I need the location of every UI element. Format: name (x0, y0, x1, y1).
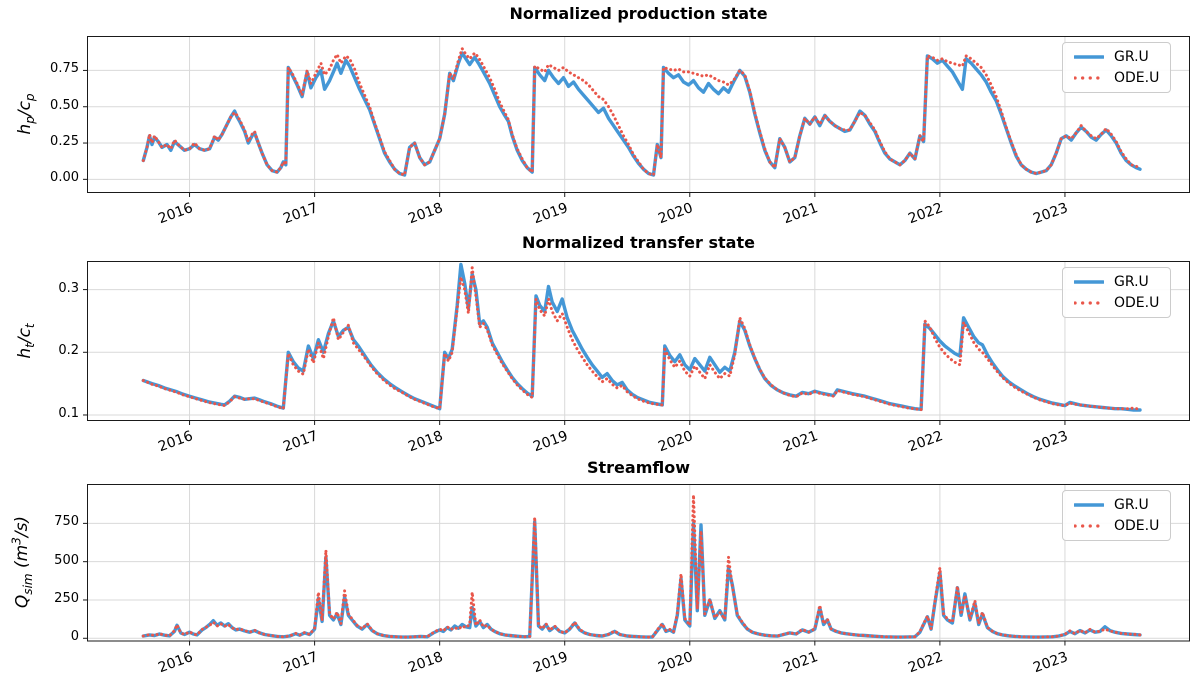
y-tick-label: 500 (54, 552, 79, 568)
y-tick-label: 0.25 (50, 134, 79, 150)
x-tick-label: 2022 (906, 428, 946, 456)
series-ode-u-line (141, 493, 1142, 639)
dotted-line-swatch-icon (1074, 301, 1104, 305)
y-tick-label: 250 (54, 590, 79, 606)
x-tick-label: 2022 (906, 648, 946, 676)
x-tick-label: 2018 (406, 428, 446, 456)
plot-border (87, 36, 1190, 193)
series-gr-u-line (141, 520, 1142, 639)
y-tick-label: 750 (54, 514, 79, 530)
chart-title-production: Normalized production state (509, 4, 768, 23)
y-tick-label: 0.2 (58, 343, 79, 359)
x-tick-label: 2020 (656, 648, 696, 676)
dotted-line-swatch-icon (1074, 76, 1104, 80)
x-tick-label: 2017 (281, 648, 321, 676)
x-tick-label: 2017 (281, 428, 321, 456)
x-tick-label: 2018 (406, 648, 446, 676)
y-tick-label: 0.00 (50, 170, 79, 186)
x-tick-label: 2021 (781, 200, 821, 228)
plot-area-production (83, 36, 1190, 197)
plot-canvas (83, 36, 1190, 197)
x-tick-label: 2017 (281, 200, 321, 228)
legend-item: GR.U (1074, 498, 1159, 512)
x-tick-label: 2019 (531, 428, 571, 456)
plot-border (87, 484, 1190, 642)
x-tick-label: 2021 (781, 648, 821, 676)
x-tick-label: 2023 (1031, 648, 1071, 676)
legend-label: GR.U (1114, 49, 1149, 65)
solid-line-swatch-icon (1074, 55, 1104, 59)
y-tick-label: 0.3 (58, 280, 79, 296)
legend-label: ODE.U (1114, 70, 1160, 86)
plot-area-transfer (83, 261, 1190, 425)
series-gr-u-line (141, 51, 1142, 177)
legend-label: ODE.U (1114, 518, 1160, 534)
chart-title-transfer: Normalized transfer state (522, 233, 755, 252)
plot-border (87, 261, 1190, 421)
legend-label: GR.U (1114, 497, 1149, 513)
y-tick-label: 0 (70, 629, 79, 645)
legend-item: ODE.U (1074, 71, 1159, 85)
x-tick-label: 2016 (156, 428, 196, 456)
series-gr-u-line (141, 262, 1142, 412)
x-tick-label: 2021 (781, 428, 821, 456)
legend: GR.U ODE.U (1062, 490, 1172, 541)
chart-title-streamflow: Streamflow (586, 458, 690, 477)
plot-area-streamflow (83, 484, 1190, 646)
x-tick-label: 2016 (156, 200, 196, 228)
x-tick-label: 2019 (531, 648, 571, 676)
x-tick-label: 2016 (156, 648, 196, 676)
series-ode-u-line (141, 266, 1142, 412)
y-tick-label: 0.50 (50, 97, 79, 113)
plot-canvas (83, 261, 1190, 425)
legend: GR.U ODE.U (1062, 42, 1172, 93)
y-tick-label: 0.1 (58, 405, 79, 421)
legend: GR.U ODE.U (1062, 267, 1172, 318)
x-tick-label: 2018 (406, 200, 446, 228)
legend-item: GR.U (1074, 50, 1159, 64)
series-ode-u-line (141, 47, 1142, 177)
solid-line-swatch-icon (1074, 280, 1104, 284)
legend-label: ODE.U (1114, 295, 1160, 311)
x-tick-label: 2023 (1031, 428, 1071, 456)
plot-canvas (83, 484, 1190, 646)
legend-item: ODE.U (1074, 296, 1159, 310)
x-tick-label: 2022 (906, 200, 946, 228)
dotted-line-swatch-icon (1074, 524, 1104, 528)
x-tick-label: 2023 (1031, 200, 1071, 228)
x-tick-label: 2020 (656, 200, 696, 228)
legend-label: GR.U (1114, 274, 1149, 290)
x-tick-label: 2019 (531, 200, 571, 228)
legend-item: ODE.U (1074, 519, 1159, 533)
x-tick-label: 2020 (656, 428, 696, 456)
legend-item: GR.U (1074, 275, 1159, 289)
solid-line-swatch-icon (1074, 503, 1104, 507)
y-tick-label: 0.75 (50, 61, 79, 77)
